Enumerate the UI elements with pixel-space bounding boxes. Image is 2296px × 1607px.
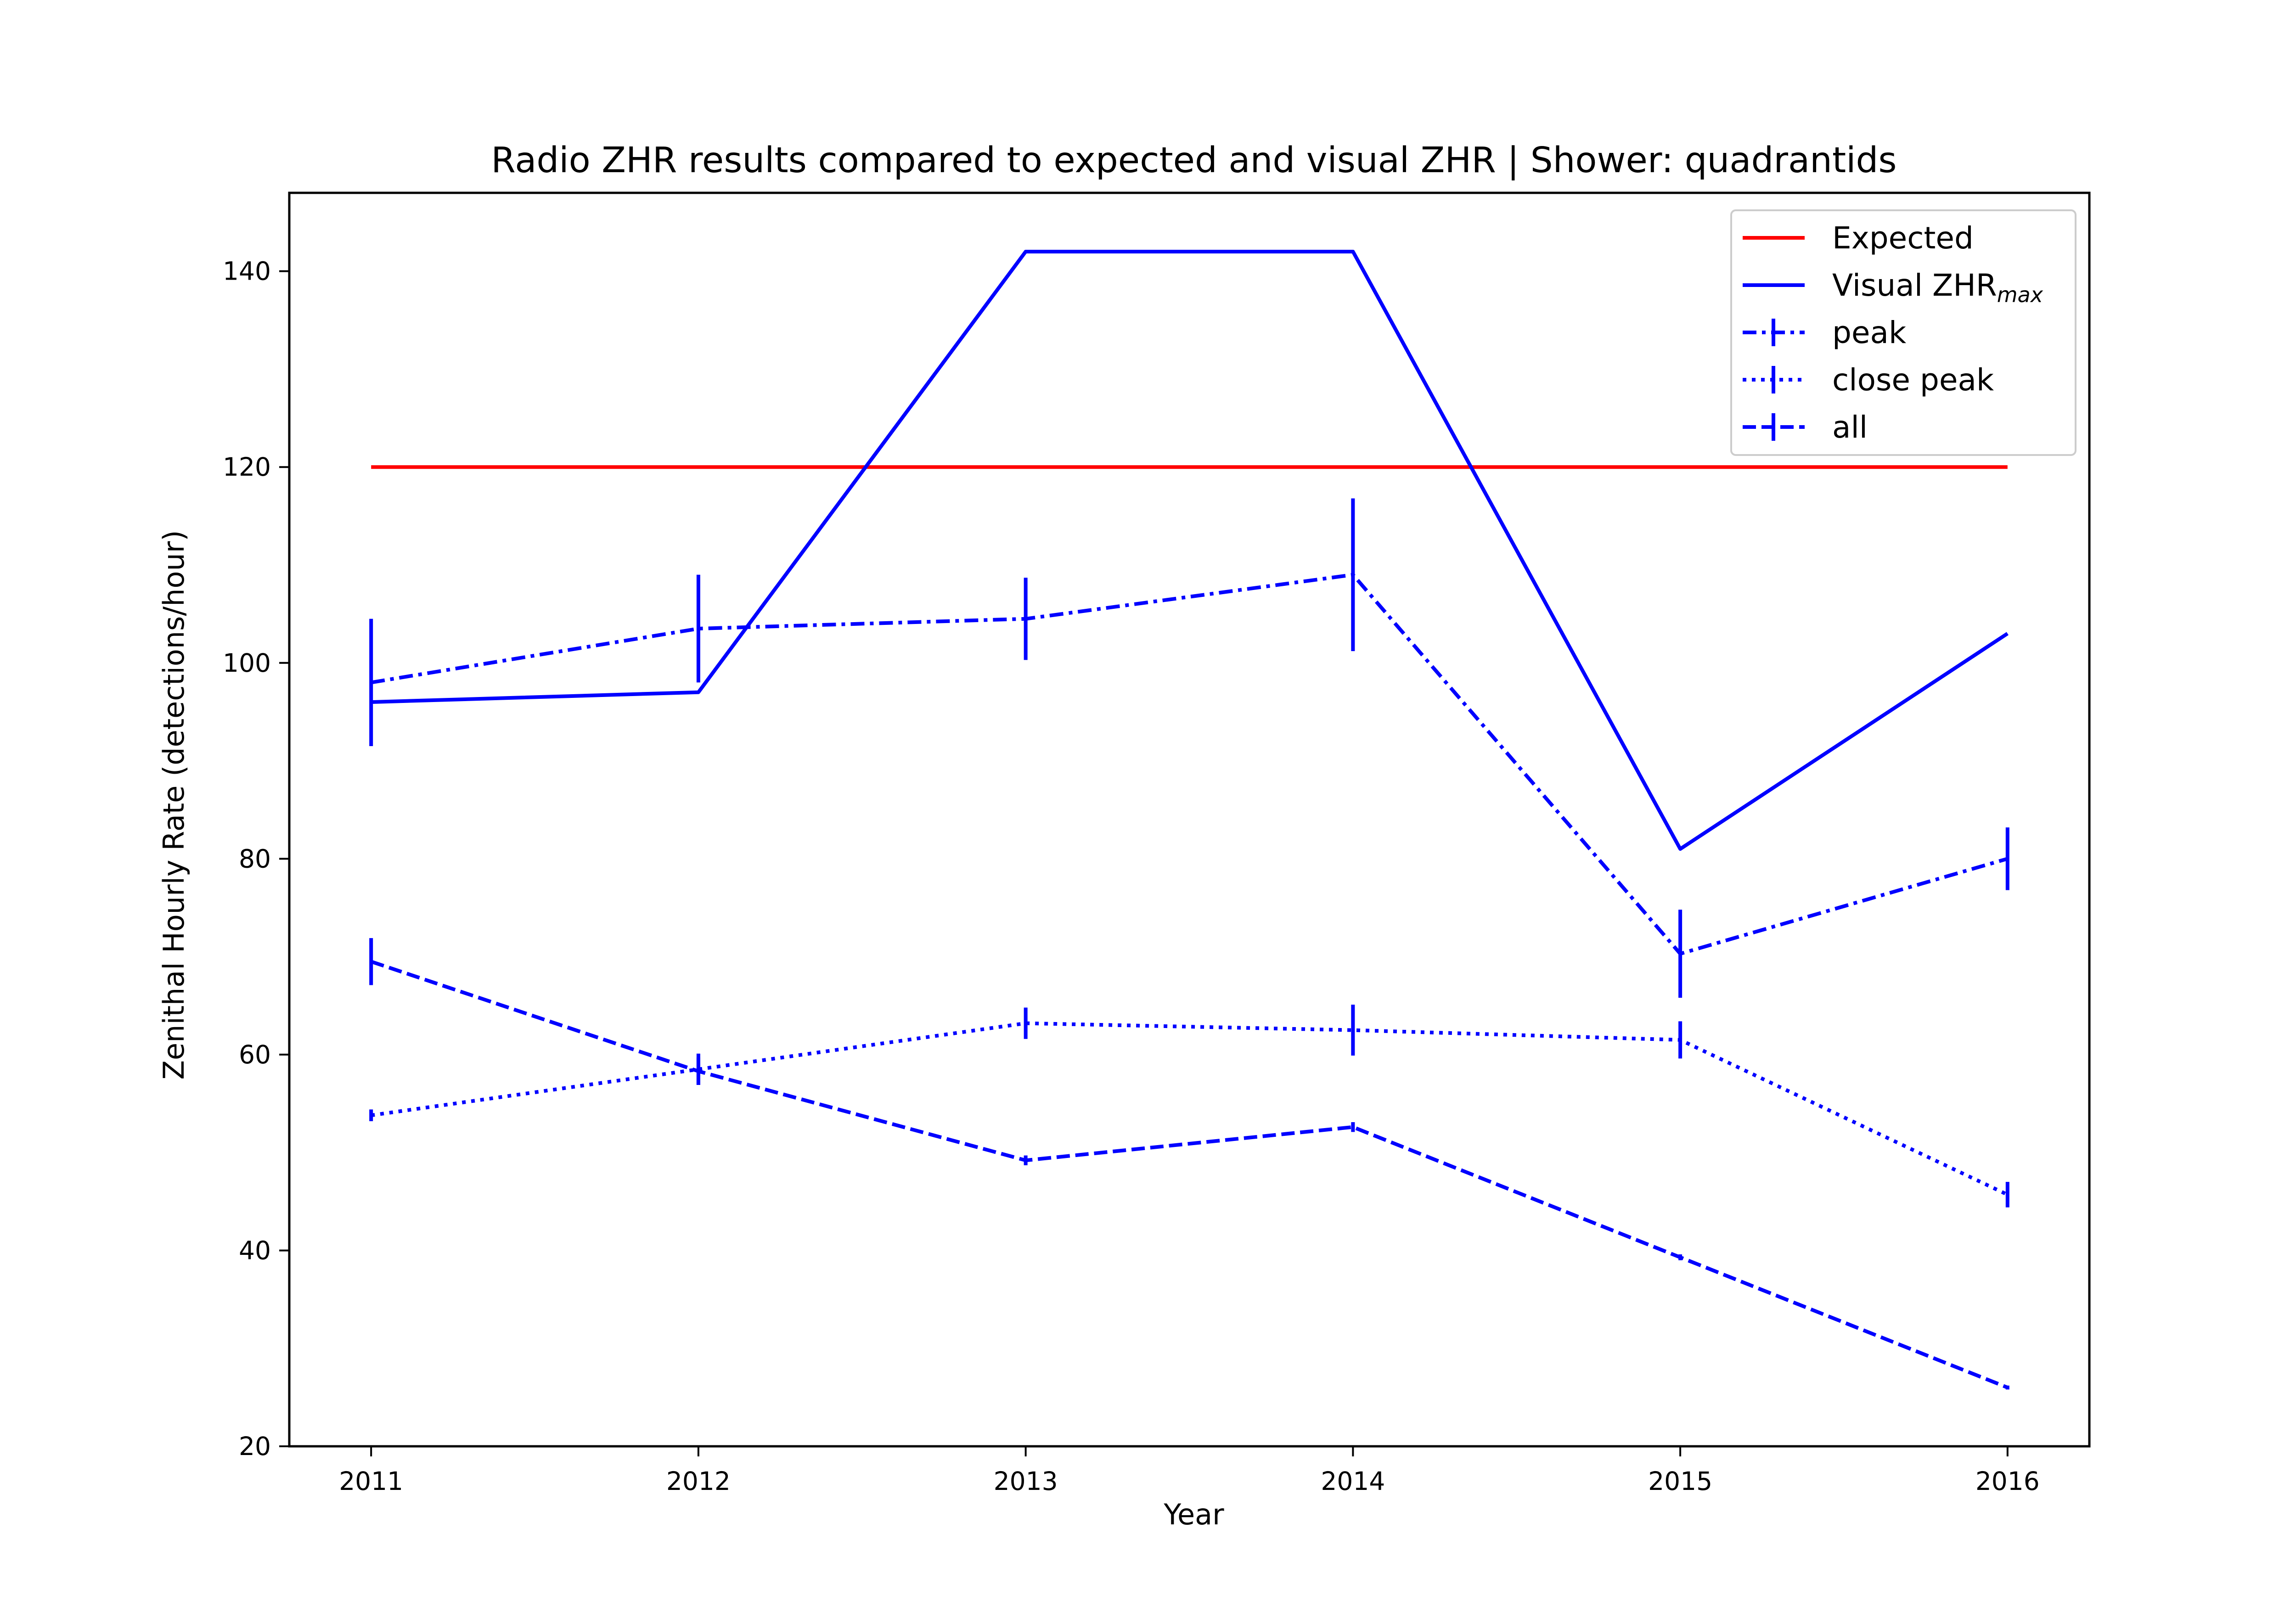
x-tick-label: 2013 [994, 1467, 1058, 1496]
legend: Expected Visual ZHRmax peak close peak all [1730, 209, 2077, 456]
y-tick-label: 100 [223, 648, 271, 678]
x-tick-label: 2014 [1321, 1467, 1385, 1496]
series-layer [369, 250, 2009, 1390]
y-tick-label: 80 [239, 844, 271, 873]
x-axis: 2011 2012 2013 2014 2015 2016 [339, 1446, 2040, 1496]
axes-frame [288, 191, 2091, 1448]
x-tick-label: 2015 [1648, 1467, 1712, 1496]
x-tick-label: 2012 [666, 1467, 731, 1496]
series-line-visual-zhr [371, 250, 2009, 851]
series-visual-zhr [371, 250, 2009, 851]
x-axis-label: Year [1163, 1498, 1224, 1531]
legend-label: Visual ZHRmax [1832, 268, 2043, 307]
series-all [369, 938, 2009, 1390]
legend-label: close peak [1832, 362, 1994, 398]
y-tick-label: 20 [239, 1432, 271, 1461]
legend-entry-all: all [1743, 410, 1868, 445]
series-line-all [370, 960, 2009, 1389]
y-axis: 20 40 60 80 100 120 140 [223, 257, 289, 1461]
legend-entry-close-peak: close peak [1743, 362, 1994, 398]
chart-title: Radio ZHR results compared to expected a… [491, 140, 1896, 181]
y-tick-label: 60 [239, 1040, 271, 1069]
x-tick-label: 2016 [1975, 1467, 2040, 1496]
legend-label: peak [1832, 315, 1907, 350]
series-peak [369, 498, 2009, 998]
y-tick-label: 120 [223, 452, 271, 482]
y-axis-label: Zenithal Hourly Rate (detections/hour) [157, 530, 191, 1080]
legend-entry-peak: peak [1743, 315, 1907, 350]
legend-label: Expected [1832, 220, 1974, 256]
plot-area [288, 191, 2091, 1448]
legend-box [1730, 209, 2077, 456]
x-tick-label: 2011 [339, 1467, 403, 1496]
legend-label: all [1832, 410, 1868, 445]
legend-entry-expected: Expected [1743, 220, 1974, 256]
legend-entry-visual-zhr: Visual ZHRmax [1743, 268, 2043, 307]
series-line-peak [371, 573, 2008, 956]
y-tick-label: 140 [223, 257, 271, 286]
y-tick-label: 40 [239, 1236, 271, 1265]
